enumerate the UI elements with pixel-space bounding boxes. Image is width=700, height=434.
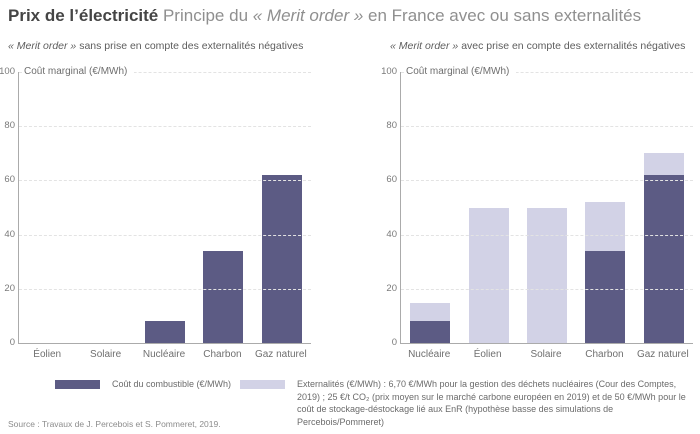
x-label-nucléaire: Nucléaire [408, 349, 451, 360]
gridline-80 [401, 126, 693, 128]
bar-gaz-naturel [635, 72, 693, 343]
bar-gaz-naturel [253, 72, 311, 343]
y-tick-100: 100 [381, 66, 397, 77]
x-label-charbon: Charbon [585, 349, 624, 360]
bar-éolien [459, 72, 517, 343]
source-note: Source : Travaux de J. Percebois et S. P… [8, 419, 221, 429]
gridline-20 [19, 288, 311, 290]
fuel-color-swatch [55, 380, 100, 389]
bar-solaire [77, 72, 135, 343]
title-end-part: en France avec ou sans externalités [363, 6, 642, 25]
x-axis-labels: Nucléaire Éolien Solaire Charbon Gaz naturel [400, 349, 692, 360]
x-label-éolien: Éolien [33, 349, 62, 360]
gridline-60 [19, 180, 311, 182]
y-tick-60: 60 [386, 174, 397, 186]
chart-without-externalities: « Merit order » sans prise en compte des… [0, 40, 336, 370]
gridline-60 [401, 180, 693, 182]
bar-segment [145, 321, 186, 343]
y-tick-100: 100 [0, 66, 15, 77]
chart-with-externalities: « Merit order » avec prise en compte des… [381, 40, 700, 370]
gridline-100 [401, 72, 693, 73]
y-axis-label: Coût marginal (€/MWh) [406, 65, 517, 79]
externality-color-swatch [240, 380, 285, 389]
bar-nucléaire [401, 72, 459, 343]
x-label-solaire: Solaire [90, 349, 122, 360]
x-axis-labels: Éolien Solaire Nucléaire Charbon Gaz naturel [18, 349, 310, 360]
bars-row [401, 72, 693, 343]
y-tick-20: 20 [386, 282, 397, 294]
bar-segment [261, 174, 302, 343]
chart-subtitle: « Merit order » sans prise en compte des… [8, 40, 303, 52]
legend-label: Externalités (€/MWh) : 6,70 €/MWh pour l… [297, 379, 686, 427]
bar-solaire [518, 72, 576, 343]
x-label-solaire: Solaire [530, 349, 562, 360]
plot-area: Coût marginal (€/MWh) 0 20 40 60 80 100 [0, 65, 311, 348]
y-axis-label: Coût marginal (€/MWh) [24, 65, 135, 79]
bar-charbon [194, 72, 252, 343]
bar-segment [468, 207, 509, 343]
legend-label: Coût du combustible (€/MWh) [112, 379, 232, 389]
subtitle-italic: « Merit order » [8, 40, 77, 52]
y-tick-60: 60 [4, 174, 15, 186]
subtitle-rest: sans prise en compte des externalités né… [76, 40, 304, 52]
bar-segment [527, 207, 568, 343]
title-italic-part: « Merit order » [252, 6, 364, 25]
bar-segment [643, 174, 684, 343]
gridline-20 [401, 288, 693, 290]
x-label-gaz-naturel: Gaz naturel [636, 349, 689, 360]
bar-segment [203, 250, 244, 343]
y-tick-40: 40 [386, 228, 397, 240]
bar-nucléaire [136, 72, 194, 343]
x-label-éolien: Éolien [473, 349, 502, 360]
y-tick-0: 0 [9, 337, 15, 348]
subtitle-rest: avec prise en compte des externalités né… [458, 40, 686, 52]
gridline-80 [19, 126, 311, 128]
subtitle-italic: « Merit order » [390, 40, 459, 52]
y-tick-40: 40 [4, 228, 15, 240]
y-tick-80: 80 [386, 120, 397, 132]
bar-segment [585, 250, 626, 343]
legend-item-externalities: Externalités (€/MWh) : 6,70 €/MWh pour l… [240, 378, 696, 428]
y-tick-0: 0 [391, 337, 397, 348]
bar-segment [585, 202, 626, 251]
legend-item-fuel: Coût du combustible (€/MWh) [55, 378, 235, 391]
title-mid-part: Principe du [158, 6, 253, 25]
gridline-100 [19, 72, 311, 73]
bar-charbon [576, 72, 634, 343]
x-label-nucléaire: Nucléaire [142, 349, 186, 360]
x-label-gaz-naturel: Gaz naturel [254, 349, 307, 360]
y-tick-20: 20 [4, 282, 15, 294]
y-tick-80: 80 [4, 120, 15, 132]
title-bold-part: Prix de l’électricité [8, 6, 159, 25]
bar-éolien [19, 72, 77, 343]
bar-segment [410, 321, 451, 343]
bar-segment [410, 303, 451, 322]
page-title: Prix de l’électricité Principe du « Meri… [8, 5, 641, 27]
bars-row [19, 72, 311, 343]
x-label-charbon: Charbon [203, 349, 242, 360]
plot-area: Coût marginal (€/MWh) 0 20 40 60 80 100 [381, 65, 693, 348]
bar-segment [643, 153, 684, 175]
gridline-40 [401, 234, 693, 236]
gridline-40 [19, 234, 311, 236]
chart-subtitle: « Merit order » avec prise en compte des… [390, 40, 685, 52]
